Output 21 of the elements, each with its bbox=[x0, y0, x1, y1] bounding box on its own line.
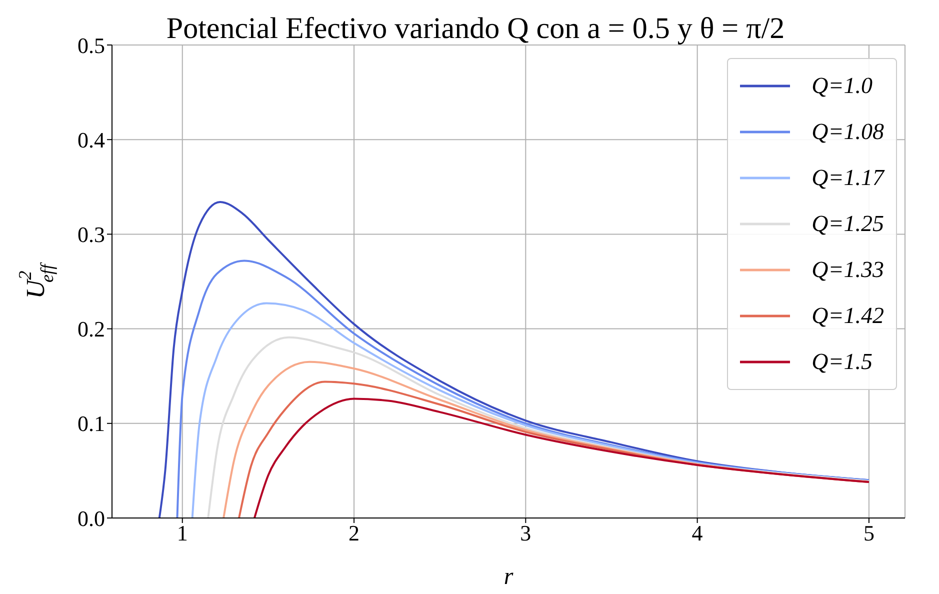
y-tick-label: 0.3 bbox=[78, 222, 105, 248]
legend-label: Q=1.5 bbox=[812, 349, 872, 375]
y-tick-label: 0.2 bbox=[78, 316, 105, 342]
legend-label: Q=1.25 bbox=[812, 211, 884, 237]
x-tick-label: 3 bbox=[520, 520, 532, 546]
chart-title: Potencial Efectivo variando Q con a = 0.5 y θ = π/2 bbox=[166, 12, 785, 45]
legend-label: Q=1.0 bbox=[812, 73, 872, 99]
x-tick-label: 2 bbox=[348, 520, 360, 546]
x-tick-label: 4 bbox=[692, 520, 703, 546]
y-tick-label: 0.4 bbox=[78, 127, 105, 152]
line-series bbox=[207, 336, 870, 518]
x-axis-title: r bbox=[504, 564, 514, 590]
y-tick-label: 0.0 bbox=[78, 506, 105, 531]
legend-label: Q=1.33 bbox=[812, 257, 884, 283]
y-tick-label: 0.1 bbox=[78, 411, 105, 436]
legend-label: Q=1.17 bbox=[812, 165, 884, 191]
legend-label: Q=1.42 bbox=[812, 303, 884, 329]
legend-label: Q=1.08 bbox=[812, 119, 884, 145]
y-tick-label: 0.5 bbox=[78, 32, 105, 58]
x-tick-label: 1 bbox=[176, 520, 188, 546]
x-tick-label: 5 bbox=[863, 520, 874, 546]
